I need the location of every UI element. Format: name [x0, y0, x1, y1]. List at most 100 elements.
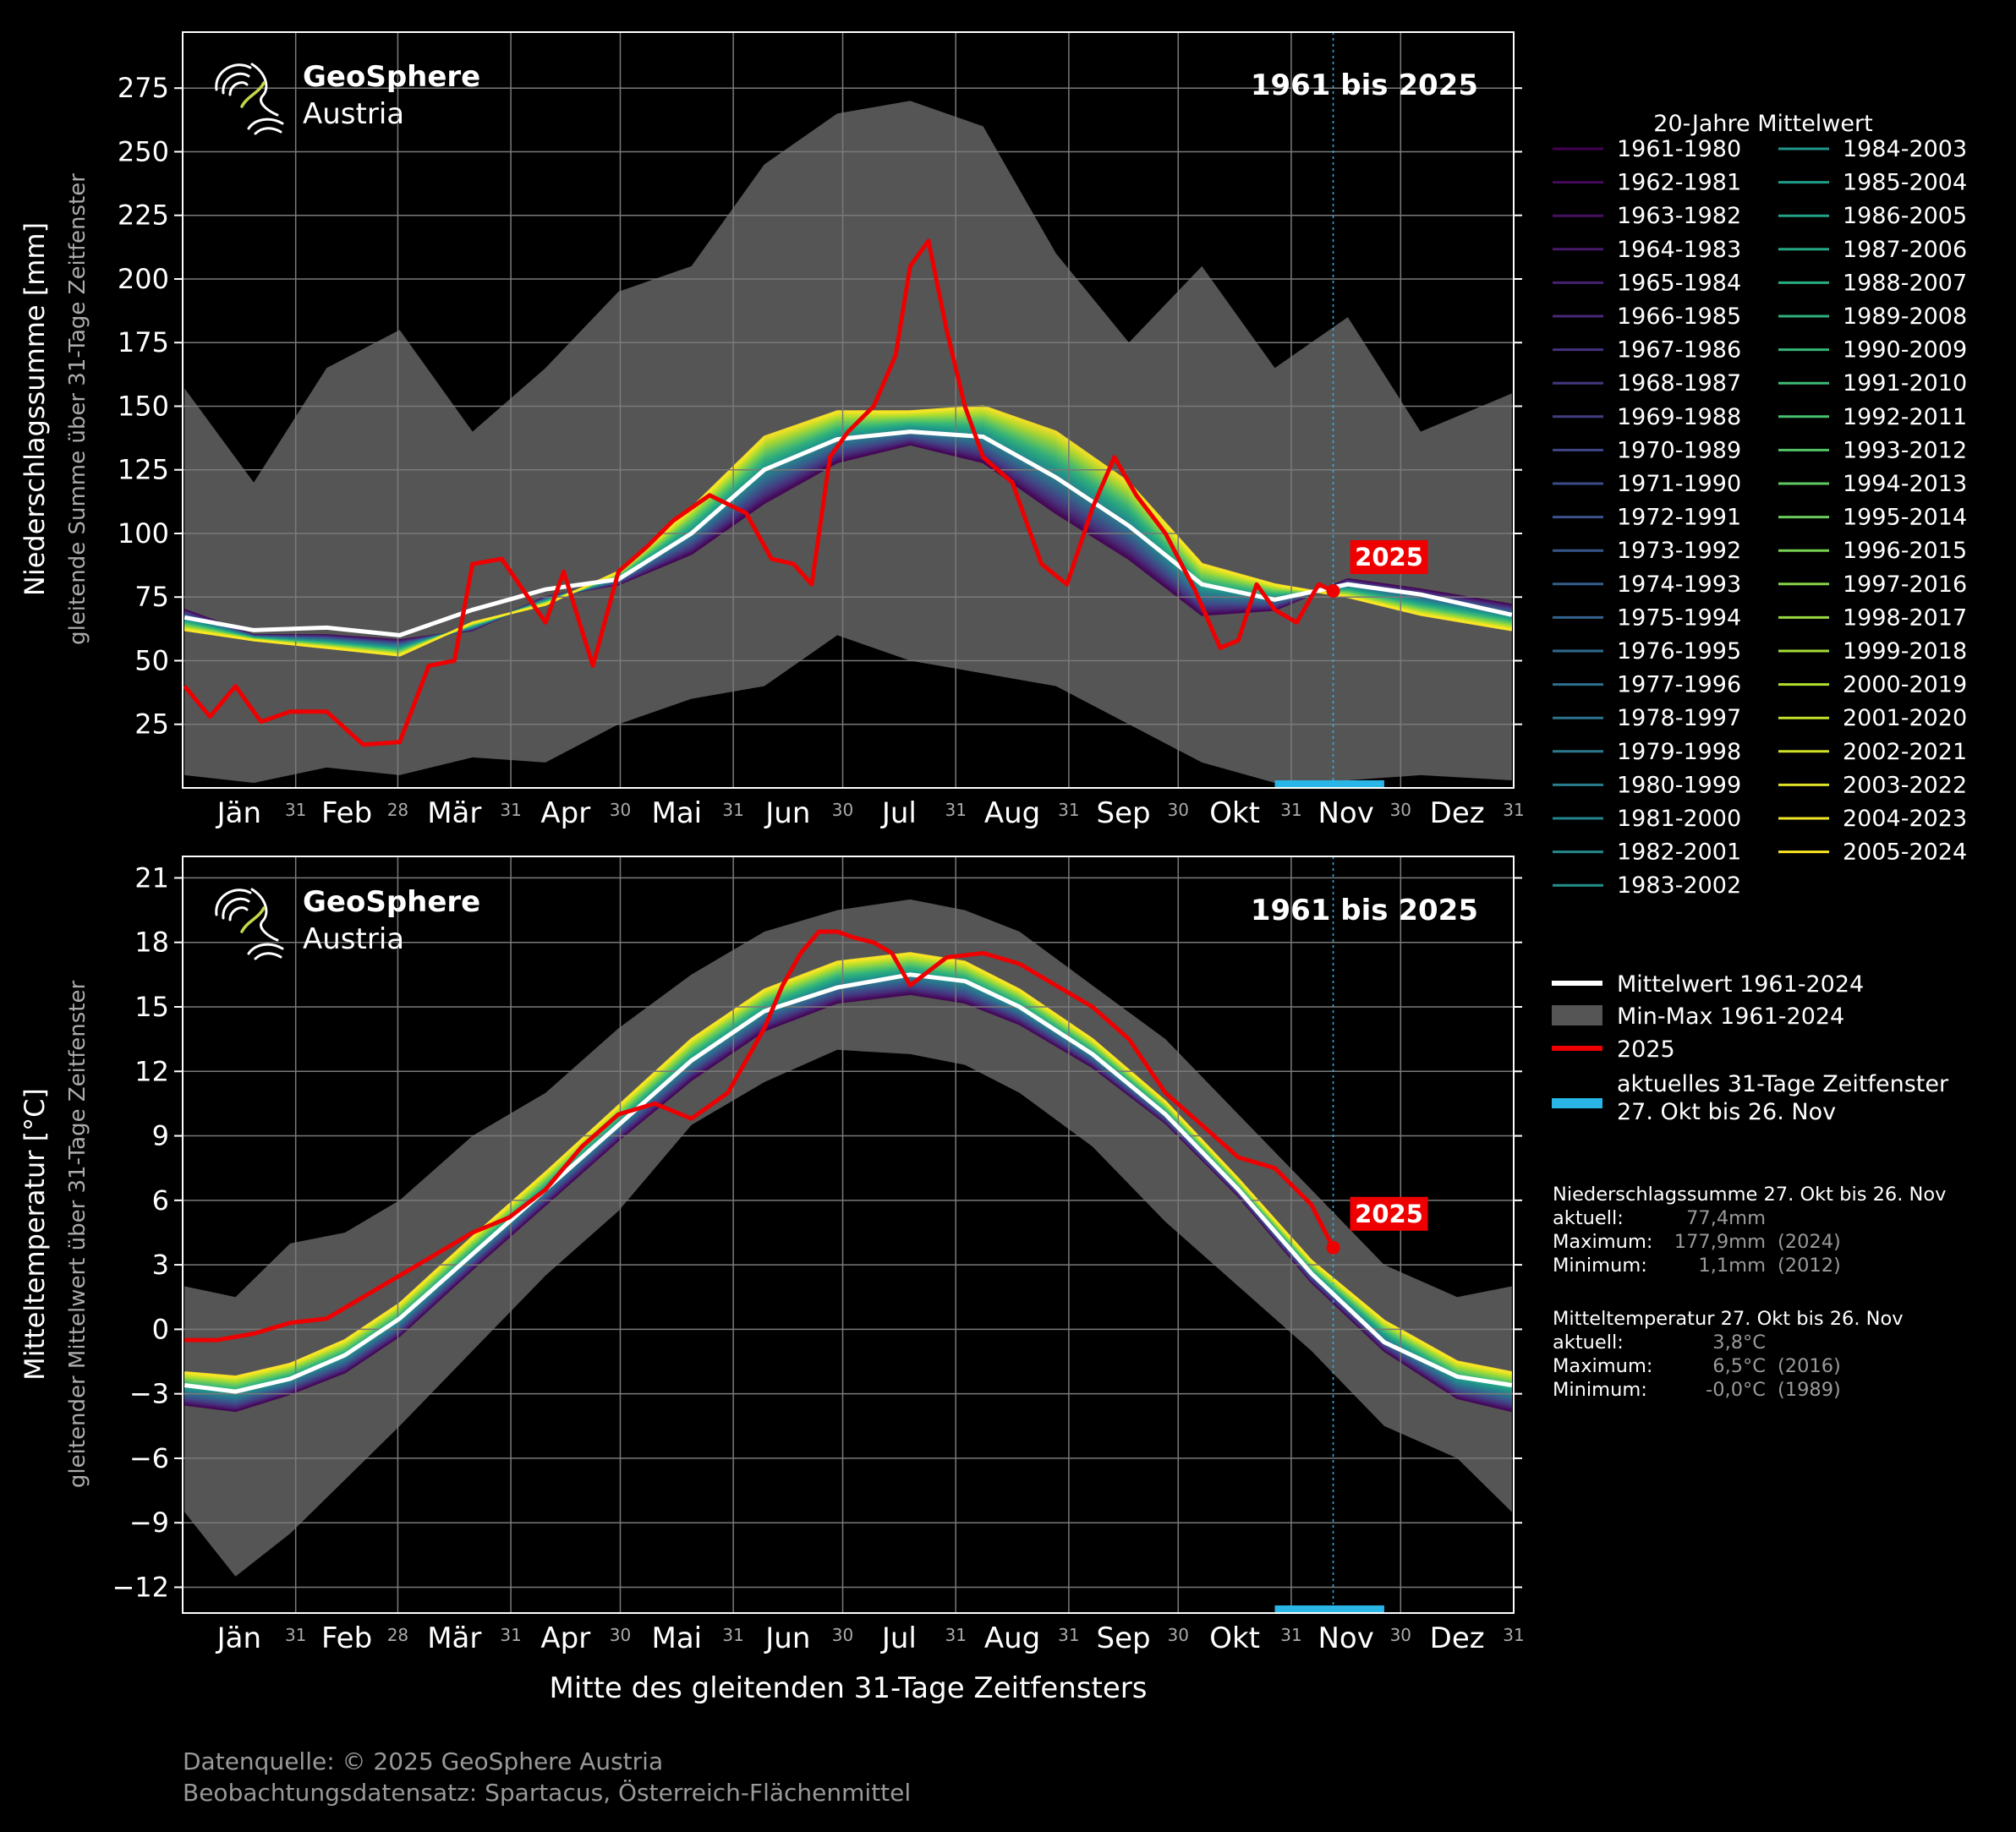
month-label: Dez	[1430, 796, 1485, 830]
legend-period-label: 1995-2014	[1843, 505, 1967, 531]
y-tick-label: 18	[134, 927, 169, 959]
legend-period-label: 1985-2004	[1843, 170, 1967, 196]
month-end-label: 31	[1058, 1625, 1079, 1645]
svg-text:(2016): (2016)	[1778, 1355, 1841, 1377]
month-end-label: 31	[1503, 800, 1524, 820]
temp-ylabel-sub: gleitender Mittelwert über 31-Tage Zeitf…	[65, 981, 90, 1489]
current-point	[1326, 1240, 1340, 1255]
legend-period-label: 2004-2023	[1843, 806, 1967, 832]
month-label: Apr	[540, 1621, 590, 1655]
month-label: Aug	[984, 796, 1040, 830]
y-tick-label: 15	[134, 991, 169, 1023]
month-label: Okt	[1209, 1621, 1260, 1655]
month-label: Mai	[652, 1621, 703, 1655]
month-end-label: 30	[1168, 800, 1189, 820]
month-end-label: 31	[1058, 800, 1079, 820]
legend-minmax: Min-Max 1961-2024	[1617, 1003, 1844, 1030]
series-2025-line	[184, 929, 1335, 1343]
legend-period-label: 1978-1997	[1617, 705, 1741, 731]
legend-period-label: 1981-2000	[1617, 806, 1741, 832]
legend-period-label: 1973-1992	[1617, 538, 1741, 564]
month-end-label: 28	[387, 1625, 408, 1645]
month-label: Jän	[216, 1621, 261, 1655]
legend-period-label: 2003-2022	[1843, 772, 1967, 798]
legend-period-label: 1982-2001	[1617, 839, 1741, 866]
month-label: Jul	[880, 796, 917, 830]
y-tick-label: −12	[112, 1571, 169, 1603]
svg-text:(2024): (2024)	[1778, 1231, 1841, 1253]
current-point	[1326, 584, 1340, 599]
svg-text:aktuell:: aktuell:	[1553, 1207, 1624, 1229]
month-end-label: 31	[945, 800, 966, 820]
y-tick-label: −3	[129, 1378, 169, 1410]
legend-period-label: 2001-2020	[1843, 705, 1967, 731]
series-2025-line	[183, 238, 1334, 747]
legend-window-line2: 27. Okt bis 26. Nov	[1617, 1099, 1836, 1125]
month-end-label: 31	[500, 1625, 521, 1645]
y-tick-label: 6	[152, 1184, 169, 1217]
legend-period-label: 1970-1989	[1617, 437, 1741, 463]
month-end-label: 31	[285, 1625, 306, 1645]
legend-period-label: 1997-2016	[1843, 571, 1967, 598]
precip-max: 177,9mm	[1674, 1231, 1766, 1253]
month-end-label: 30	[1168, 1625, 1189, 1645]
legend-period-label: 1971-1990	[1617, 471, 1741, 497]
month-end-label: 31	[1280, 1625, 1301, 1645]
legend-mean: Mittelwert 1961-2024	[1617, 971, 1864, 998]
y-tick-label: 50	[134, 644, 169, 676]
y-tick-label: 125	[118, 454, 169, 486]
legend-period-label: 1996-2015	[1843, 538, 1967, 564]
y-tick-label: 100	[118, 517, 169, 550]
legend-window-line1: aktuelles 31-Tage Zeitfenster	[1617, 1071, 1949, 1097]
month-end-label: 31	[285, 800, 306, 820]
temperature-chart: 2025 −12 −9 −6 −3 0 3 6 9 12 15 18 21 Jän 31 Feb 28 Mär 3…	[19, 856, 1525, 1655]
svg-text:(1989): (1989)	[1778, 1379, 1841, 1401]
month-label: Okt	[1209, 796, 1260, 830]
legend-period-label: 1994-2013	[1843, 471, 1967, 497]
legend-period-label: 2005-2024	[1843, 839, 1967, 866]
temp-stats: Mitteltemperatur 27. Okt bis 26. Nov akt…	[1553, 1308, 1904, 1401]
mean-line	[184, 972, 1513, 1394]
month-end-label: 30	[610, 800, 631, 820]
current-label: 2025	[1355, 543, 1423, 571]
precip-ylabel: Niederschlagssumme [mm]	[19, 222, 51, 596]
y-tick-label: 21	[134, 861, 169, 894]
svg-text:Maximum:: Maximum:	[1553, 1355, 1652, 1377]
current-window-bar	[1274, 1605, 1384, 1613]
y-tick-label: 175	[118, 326, 169, 358]
geosphere-logo: GeoSphere Austria	[215, 885, 480, 960]
temp-title: 1961 bis 2025	[1251, 894, 1478, 927]
legend-period-label: 1966-1985	[1617, 304, 1741, 330]
legend-period-label: 1987-2006	[1843, 237, 1967, 263]
y-tick-label: 3	[152, 1249, 169, 1281]
y-tick-label: 75	[134, 581, 169, 613]
y-tick-label: 25	[134, 708, 169, 741]
y-tick-label: 250	[118, 135, 169, 167]
month-label: Jul	[880, 1621, 917, 1655]
month-label: Feb	[321, 796, 372, 830]
legend-period-label: 2000-2019	[1843, 672, 1967, 698]
legend-period-label: 1984-2003	[1843, 136, 1967, 162]
source-line2: Beobachtungsdatensatz: Spartacus, Österr…	[183, 1778, 911, 1807]
period-line-2005-2024	[184, 952, 1513, 1378]
month-label: Jun	[764, 1621, 810, 1655]
legend-period-label: 1974-1993	[1617, 571, 1741, 598]
legend-title: 20-Jahre Mittelwert	[1653, 111, 1872, 137]
month-end-label: 30	[1390, 1625, 1411, 1645]
month-label: Feb	[321, 1621, 372, 1655]
svg-text:Maximum:: Maximum:	[1553, 1231, 1652, 1253]
minmax-band	[184, 899, 1512, 1577]
month-end-label: 28	[387, 800, 408, 820]
mean-line	[184, 429, 1513, 637]
legend-period-label: 1980-1999	[1617, 772, 1741, 798]
month-end-label: 30	[832, 1625, 853, 1645]
precip-stats: Niederschlagssumme 27. Okt bis 26. Nov a…	[1553, 1184, 1946, 1277]
legend-period-label: 1983-2002	[1617, 872, 1741, 899]
legend-period-label: 1988-2007	[1843, 270, 1967, 296]
current-label: 2025	[1355, 1200, 1423, 1228]
precip-current: 77,4mm	[1686, 1207, 1766, 1229]
legend-period-label: 1964-1983	[1617, 237, 1741, 263]
month-label: Jän	[216, 796, 261, 830]
month-label: Mai	[652, 796, 703, 830]
